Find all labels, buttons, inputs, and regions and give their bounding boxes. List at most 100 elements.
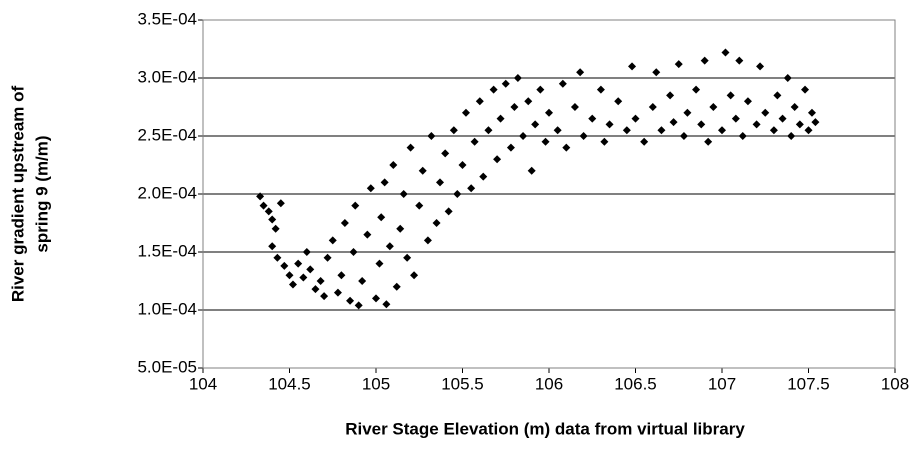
point [475,97,484,106]
point [418,166,427,175]
x-tick-label: 106 [535,374,563,393]
point [479,172,488,181]
y-axis-title: River gradient upstream of spring 9 (m/m… [8,85,51,302]
point [787,132,796,140]
y-tick-label: 2.0E-04 [137,183,197,202]
point [375,259,384,268]
point [392,282,401,291]
point [536,85,545,94]
point [576,68,585,77]
point [738,132,747,140]
point [709,103,718,111]
point [588,114,597,123]
point [496,114,505,123]
point [541,137,550,146]
point [743,97,752,106]
point [406,143,415,152]
x-tick-label: 107 [708,374,736,393]
point [501,79,510,88]
point [531,120,540,129]
point [427,132,436,140]
point [614,97,623,106]
x-tick-label: 104.5 [268,374,311,393]
point [795,120,804,129]
point [382,300,391,309]
point [631,114,640,123]
y-tick-label: 5.0E-05 [137,357,197,376]
point [679,132,688,140]
point [731,114,740,123]
point [778,114,787,123]
x-tick-label: 105.5 [441,374,484,393]
point [461,108,470,117]
point [773,91,782,100]
point [349,248,358,256]
y-axis-title-line: spring 9 (m/m) [32,135,51,252]
point [268,215,277,224]
point [470,137,479,146]
point [396,224,405,233]
point [328,236,337,245]
point [273,253,282,262]
point [389,161,398,169]
point [311,285,320,294]
y-tick-label: 1.5E-04 [137,241,197,260]
point [801,85,810,94]
point [467,184,476,193]
point [721,48,730,57]
point [510,103,519,111]
point [268,242,277,251]
point [783,74,792,82]
point [337,271,346,280]
x-tick-label: 104 [189,374,217,393]
point [259,201,268,210]
point [562,143,571,152]
point [453,190,462,198]
point [399,190,408,198]
point [596,85,605,94]
point [351,201,360,210]
point [761,108,770,117]
point [669,118,678,127]
point [752,120,761,129]
y-tick-label: 3.5E-04 [137,9,197,28]
point [553,126,562,135]
point [385,242,394,251]
point [506,143,515,152]
point [302,248,311,256]
point [524,97,533,106]
x-tick-label: 108 [881,374,909,393]
point [692,85,701,94]
y-axis-title-line: River gradient upstream of [8,85,27,302]
point [444,207,453,216]
point [718,126,726,135]
point [403,253,412,262]
point [652,68,661,77]
point [294,259,303,268]
y-tick-label: 1.0E-04 [137,299,197,318]
point [264,207,273,216]
point [700,56,709,65]
point [256,192,265,201]
point [545,108,553,117]
point [600,137,609,146]
point [513,74,522,82]
y-tick-label: 2.5E-04 [137,125,197,144]
point [363,230,372,239]
point [726,91,735,100]
point [493,155,502,164]
point [527,166,536,175]
point [323,253,332,262]
x-axis-title: River Stage Elevation (m) data from virt… [345,419,745,438]
point [276,199,285,208]
point [449,126,458,135]
point [410,271,419,280]
point [570,103,579,111]
point [316,277,325,285]
point [346,296,355,305]
point [657,126,666,135]
point [674,60,683,69]
point [271,224,280,233]
point [377,213,386,222]
